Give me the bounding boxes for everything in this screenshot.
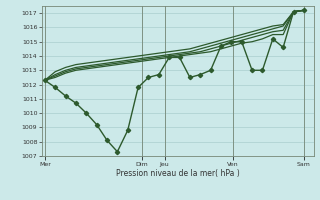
X-axis label: Pression niveau de la mer( hPa ): Pression niveau de la mer( hPa ) bbox=[116, 169, 239, 178]
